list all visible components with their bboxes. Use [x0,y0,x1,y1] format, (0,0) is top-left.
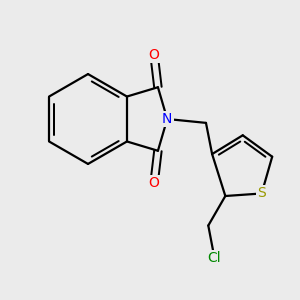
Text: N: N [162,112,172,126]
Text: S: S [257,187,266,200]
Text: O: O [148,176,160,190]
Text: O: O [148,48,160,62]
Text: Cl: Cl [208,251,221,265]
